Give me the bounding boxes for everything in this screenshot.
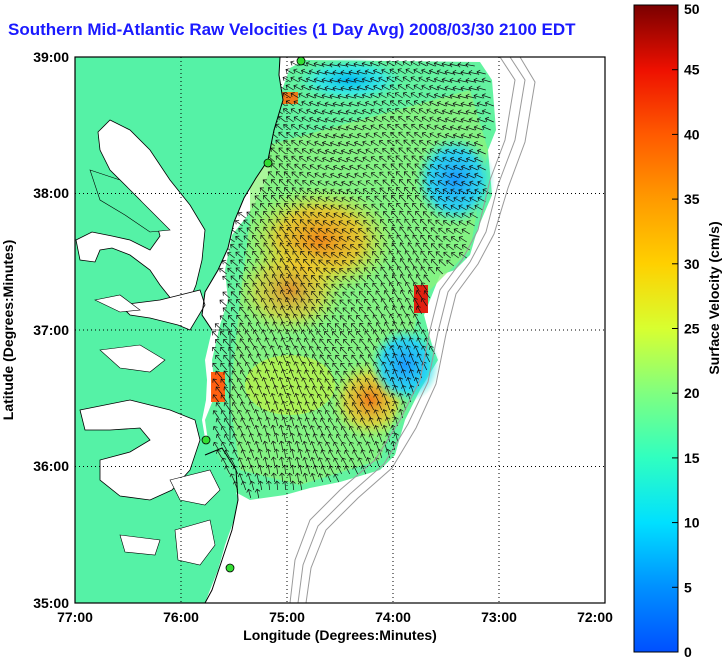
- colorbar-tick-label: 35: [684, 191, 700, 207]
- station-marker: [296, 57, 306, 66]
- colorbar-tick-label: 5: [684, 579, 692, 595]
- station-marker: [201, 435, 211, 445]
- y-tick-label: 35:00: [33, 595, 69, 611]
- colorbar-label: Surface Velocity (cm/s): [706, 221, 722, 374]
- x-tick-label: 76:00: [163, 609, 199, 625]
- bathymetry-contours: [289, 57, 536, 603]
- x-tick-label: 77:00: [57, 609, 93, 625]
- x-axis-label: Longitude (Degrees:Minutes): [243, 627, 437, 643]
- x-tick-label: 73:00: [481, 609, 517, 625]
- colorbar-tick-label: 30: [684, 256, 700, 272]
- y-tick-label: 36:00: [33, 458, 69, 474]
- x-tick-label: 75:00: [269, 609, 305, 625]
- colorbar-tick-label: 50: [684, 1, 700, 17]
- y-tick-label: 38:00: [33, 185, 69, 201]
- x-axis: 77:00 76:00 75:00 74:00 73:00 72:00 Long…: [57, 609, 613, 643]
- colorbar-gradient: [633, 4, 679, 653]
- colorbar-tick-label: 10: [684, 515, 700, 531]
- colorbar-tick-label: 45: [684, 62, 700, 78]
- colorbar-tick-label: 40: [684, 126, 700, 142]
- x-tick-label: 74:00: [375, 609, 411, 625]
- colorbar-tick-label: 0: [684, 644, 692, 659]
- colorbar: 0 5 10 15 20 25 30 35 40 45 50 Surface Velocity (c…: [633, 1, 722, 659]
- y-axis: 39:00 38:00 37:00 36:00 35:00 Latitude (…: [0, 49, 69, 611]
- y-tick-label: 37:00: [33, 322, 69, 338]
- station-marker: [263, 158, 273, 168]
- y-axis-label: Latitude (Degrees:Minutes): [0, 240, 16, 420]
- y-tick-label: 39:00: [33, 49, 69, 65]
- grid-lines: [75, 57, 605, 603]
- station-marker: [225, 563, 235, 573]
- radar-stations: [201, 57, 306, 573]
- colorbar-tick-label: 25: [684, 321, 700, 337]
- colorbar-tick-label: 20: [684, 385, 700, 401]
- colorbar-tick-label: 15: [684, 450, 700, 466]
- x-tick-label: 72:00: [577, 609, 613, 625]
- plot-frame: [74, 56, 606, 604]
- chart-title: Southern Mid-Atlantic Raw Velocities (1 …: [8, 20, 576, 39]
